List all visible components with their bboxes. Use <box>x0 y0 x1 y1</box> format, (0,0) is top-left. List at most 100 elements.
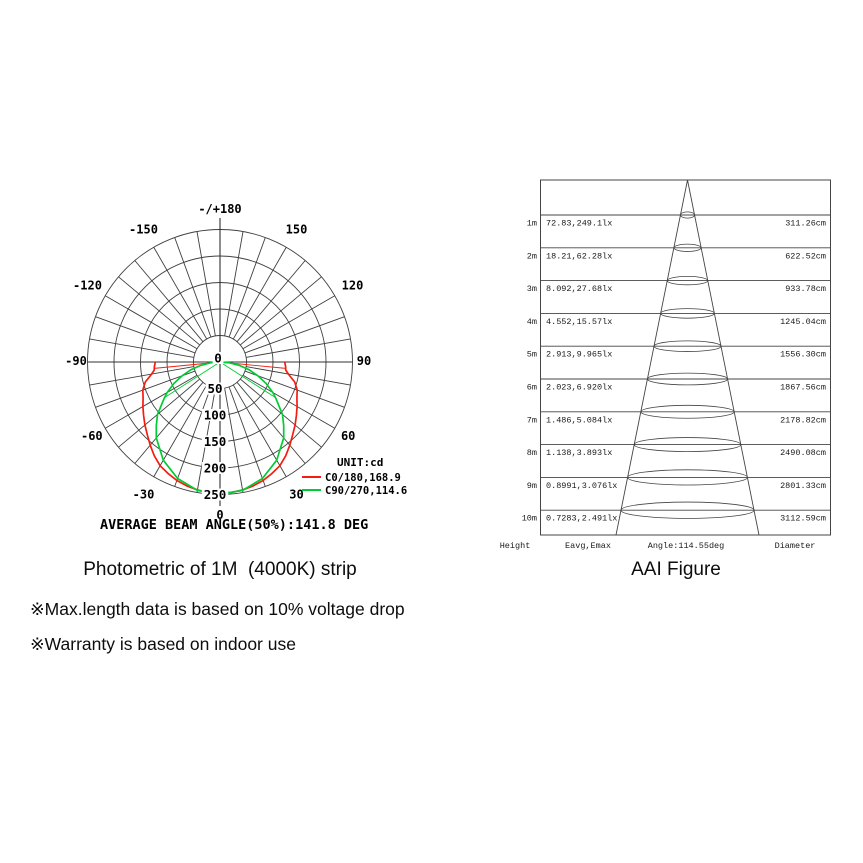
aai-diameter-value: 3112.59cm <box>780 514 826 524</box>
aai-eavg-emax-value: 8.092,27.68lx <box>546 284 612 294</box>
aai-diameter-value: 2490.08cm <box>780 448 826 458</box>
polar-spoke <box>174 386 212 487</box>
cone-ellipse <box>666 275 709 286</box>
cone-ellipse <box>673 243 702 252</box>
aai-diameter-value: 2801.33cm <box>780 481 826 491</box>
polar-angle-label: 90 <box>357 354 371 368</box>
cone-ellipse <box>633 437 742 453</box>
aai-height-label: 7m <box>527 415 537 425</box>
beam-angle-ray <box>164 361 221 399</box>
aai-eavg-emax-value: 0.7283,2.491lx <box>546 514 617 524</box>
legend-label: C0/180,168.9 <box>325 472 401 484</box>
polar-spoke <box>134 260 204 342</box>
polar-spoke <box>95 316 196 354</box>
aai-height-label: 3m <box>527 284 537 294</box>
cone-ellipse <box>640 404 735 419</box>
aai-footer-label: Height <box>500 541 531 551</box>
polar-spoke <box>240 276 322 346</box>
aai-footer-label: Eavg,Emax <box>565 541 611 551</box>
polar-angle-label: -/+180 <box>198 202 241 216</box>
polar-angle-label: -120 <box>73 279 102 293</box>
aai-caption: AAI Figure <box>631 559 721 580</box>
polar-angle-label: -30 <box>133 488 155 502</box>
cone-left-side <box>615 179 688 536</box>
polar-angle-labels: -/+180 150 120 90 60 30 0 -30 -60 -90 -120 -150 <box>65 202 371 522</box>
polar-angle-label: -90 <box>65 354 87 368</box>
aai-eavg-emax-value: 72.83,249.1lx <box>546 219 612 229</box>
legend-label: C90/270,114.6 <box>325 485 407 497</box>
aai-eavg-emax-value: 1.486,5.084lx <box>546 415 612 425</box>
aai-height-label: 2m <box>527 251 537 261</box>
polar-angle-label: 60 <box>341 429 355 443</box>
polar-angle-label: -150 <box>129 222 158 236</box>
aai-eavg-emax-value: 2.023,6.920lx <box>546 383 612 393</box>
polar-spoke <box>153 247 208 340</box>
polar-radial-tick: 0 <box>214 351 222 366</box>
aai-diameter-value: 1867.56cm <box>780 383 826 393</box>
tick-backing <box>205 382 225 395</box>
polar-spoke <box>242 295 335 350</box>
polar-spoke <box>89 338 194 358</box>
note-voltage-drop: ※Max.length data is based on 10% voltage… <box>30 599 405 619</box>
cone-ellipse <box>647 372 728 386</box>
tick-backing <box>201 409 229 421</box>
polar-radial-tick: 200 <box>204 461 227 476</box>
polar-spoke <box>196 231 216 336</box>
polar-spoke <box>240 378 322 448</box>
aai-footer-label: Angle:114.55deg <box>648 541 725 551</box>
aai-height-label: 6m <box>527 383 537 393</box>
polar-angle-label: 120 <box>342 279 364 293</box>
cone-ellipse <box>620 501 755 519</box>
polar-spoke <box>244 370 345 408</box>
cone-ellipse <box>660 308 715 319</box>
polar-spoke <box>232 247 287 340</box>
aai-height-label: 9m <box>527 481 537 491</box>
polar-spoke <box>105 295 198 350</box>
aai-height-label: 8m <box>527 448 537 458</box>
polar-spoke <box>236 382 306 464</box>
polar-spoke <box>118 276 200 346</box>
polar-photometric-figure: -/+180 150 120 90 60 30 0 -30 -60 -90 -120 -150 0 50 1… <box>65 202 407 533</box>
aai-eavg-emax-value: 1.138,3.893lx <box>546 448 612 458</box>
polar-spoke <box>232 384 287 477</box>
aai-diameter-value: 1556.30cm <box>780 350 826 360</box>
aai-box <box>540 179 831 536</box>
photometric-caption: Photometric of 1M (4000K) strip <box>83 559 357 580</box>
aai-height-label: 1m <box>527 219 537 229</box>
tick-backing <box>201 435 229 448</box>
polar-angle-label: 150 <box>286 222 308 236</box>
aai-diameter-value: 1245.04cm <box>780 317 826 327</box>
polar-radial-tick: 250 <box>204 487 227 502</box>
cone-ellipse <box>627 469 748 486</box>
polar-spoke <box>242 374 335 429</box>
polar-spoke <box>134 382 204 464</box>
tick-backing <box>212 352 224 364</box>
average-beam-angle-text: AVERAGE BEAM ANGLE(50%):141.8 DEG <box>100 517 368 533</box>
polar-radial-tick: 100 <box>204 408 227 423</box>
unit-label: UNIT:cd <box>337 456 383 469</box>
aai-diameter-value: 622.52cm <box>785 251 826 261</box>
cone-ellipse <box>653 340 722 352</box>
polar-spoke <box>89 366 194 386</box>
polar-spoke <box>118 378 200 448</box>
aai-diameter-value: 933.78cm <box>785 284 826 294</box>
polar-spoke <box>105 374 198 429</box>
aai-diameter-value: 2178.82cm <box>780 415 826 425</box>
polar-angle-label: -60 <box>81 429 103 443</box>
aai-height-label: 5m <box>527 350 537 360</box>
polar-spoke <box>228 386 266 487</box>
aai-eavg-emax-value: 0.8991,3.076lx <box>546 481 617 491</box>
aai-eavg-emax-value: 18.21,62.28lx <box>546 251 612 261</box>
polar-spoke <box>153 384 208 477</box>
polar-spoke <box>174 237 212 338</box>
aai-eavg-emax-value: 4.552,15.57lx <box>546 317 612 327</box>
polar-radial-tick: 50 <box>207 381 222 396</box>
polar-angle-label: 0 <box>216 508 223 522</box>
cone-ellipse <box>680 211 695 219</box>
polar-spoke <box>246 366 351 386</box>
polar-spoke <box>95 370 196 408</box>
aai-diameter-value: 311.26cm <box>785 219 826 229</box>
